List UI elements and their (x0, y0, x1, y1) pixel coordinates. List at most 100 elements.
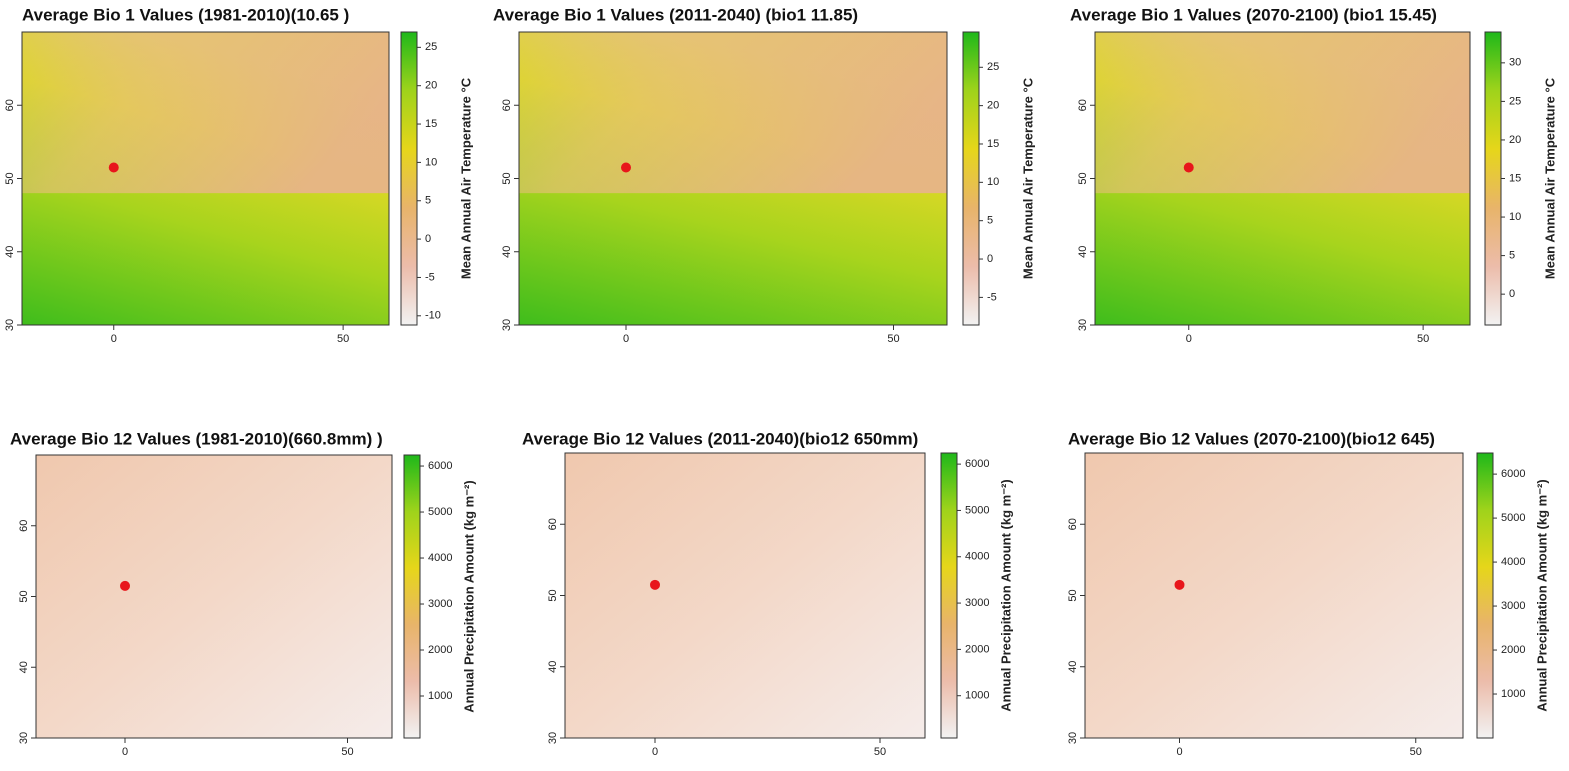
y-tick-label: 30 (4, 319, 16, 331)
y-tick-label: 60 (547, 518, 559, 530)
colorbar-tick-label: 10 (1509, 211, 1521, 223)
colorbar-tick-label: 15 (987, 138, 999, 150)
map-title: Average Bio 1 Values (2011-2040) (bio1 1… (493, 5, 858, 24)
map-title: Average Bio 1 Values (1981-2010)(10.65 ) (22, 5, 349, 24)
y-tick-label: 30 (18, 732, 30, 744)
y-tick-label: 50 (18, 590, 30, 602)
location-marker (120, 580, 130, 591)
location-marker (1183, 162, 1194, 173)
x-tick-label: 0 (122, 746, 128, 758)
map-panel: Average Bio 12 Values (1981-2010)(660.8m… (10, 429, 476, 757)
colorbar-tick-label: 5 (1509, 250, 1515, 262)
raster-overlay (22, 32, 389, 194)
y-tick-label: 50 (547, 589, 559, 601)
y-tick-label: 60 (501, 99, 513, 111)
x-tick-label: 50 (341, 746, 353, 758)
colorbar-label: Mean Annual Air Temperature °C (458, 77, 473, 279)
colorbar-tick-label: 0 (987, 253, 993, 265)
y-tick-label: 50 (501, 172, 513, 184)
colorbar-tick-label: 6000 (1501, 468, 1525, 480)
x-tick-label: 50 (1410, 746, 1422, 758)
map-panel: Average Bio 1 Values (2070-2100) (bio1 1… (1070, 5, 1557, 344)
y-tick-label: 60 (1067, 518, 1079, 530)
y-tick-label: 50 (1067, 589, 1079, 601)
y-tick-label: 30 (1077, 319, 1089, 331)
location-marker (650, 579, 660, 590)
colorbar-tick-label: 5000 (428, 506, 452, 518)
y-tick-label: 30 (547, 732, 559, 744)
map-panel: Average Bio 12 Values (2011-2040)(bio12 … (522, 429, 1013, 757)
colorbar-tick-label: -5 (987, 291, 997, 303)
x-tick-label: 50 (874, 746, 886, 758)
y-tick-label: 60 (18, 520, 30, 532)
x-tick-label: 0 (623, 333, 629, 345)
colorbar-tick-label: 10 (425, 156, 437, 168)
y-tick-label: 40 (18, 661, 30, 673)
y-tick-label: 40 (1077, 246, 1089, 258)
x-tick-label: 0 (652, 746, 658, 758)
colorbar-tick-label: 5000 (965, 504, 989, 516)
x-tick-label: 0 (1186, 333, 1192, 345)
colorbar-tick-label: 3000 (428, 598, 452, 610)
colorbar-tick-label: -10 (425, 310, 441, 322)
colorbar-tick-label: 3000 (965, 597, 989, 609)
colorbar (1476, 452, 1494, 739)
colorbar (962, 31, 980, 326)
raster-overlay (1095, 32, 1470, 194)
x-tick-label: 50 (887, 333, 899, 345)
colorbar-tick-label: -5 (425, 271, 435, 283)
colorbar-tick-label: 30 (1509, 57, 1521, 69)
colorbar (403, 454, 421, 739)
map-panel: Average Bio 12 Values (2070-2100)(bio12 … (1067, 429, 1550, 757)
colorbar-label: Annual Precipitation Amount (kg m⁻²) (1534, 479, 1549, 711)
colorbar-tick-label: 1000 (428, 690, 452, 702)
y-tick-label: 40 (501, 246, 513, 258)
colorbar (400, 31, 418, 326)
map-title: Average Bio 12 Values (2011-2040)(bio12 … (522, 429, 918, 448)
colorbar-tick-label: 1000 (965, 690, 989, 702)
colorbar-tick-label: 6000 (428, 460, 452, 472)
colorbar-tick-label: 15 (1509, 172, 1521, 184)
colorbar-tick-label: 5 (987, 215, 993, 227)
y-tick-label: 40 (547, 661, 559, 673)
colorbar-tick-label: 15 (425, 118, 437, 130)
colorbar-tick-label: 25 (425, 41, 437, 53)
colorbar-label: Mean Annual Air Temperature °C (1020, 77, 1035, 279)
y-tick-label: 60 (4, 99, 16, 111)
y-tick-label: 60 (1077, 99, 1089, 111)
map-title: Average Bio 12 Values (2070-2100)(bio12 … (1068, 429, 1435, 448)
y-tick-label: 40 (1067, 661, 1079, 673)
colorbar-tick-label: 20 (1509, 134, 1521, 146)
location-marker (108, 162, 119, 173)
y-tick-label: 30 (1067, 732, 1079, 744)
colorbar-tick-label: 2000 (428, 644, 452, 656)
colorbar-tick-label: 5 (425, 195, 431, 207)
raster (565, 453, 925, 738)
colorbar-tick-label: 25 (1509, 95, 1521, 107)
map-title: Average Bio 12 Values (1981-2010)(660.8m… (10, 429, 383, 448)
map-panel: Average Bio 1 Values (2011-2040) (bio1 1… (493, 5, 1035, 344)
x-tick-label: 0 (111, 333, 117, 345)
y-tick-label: 50 (1077, 172, 1089, 184)
colorbar-label: Mean Annual Air Temperature °C (1542, 77, 1557, 279)
colorbar-tick-label: 2000 (965, 643, 989, 655)
colorbar-tick-label: 20 (987, 100, 999, 112)
location-marker (621, 162, 631, 173)
colorbar-tick-label: 2000 (1501, 644, 1525, 656)
colorbar-tick-label: 1000 (1501, 688, 1525, 700)
colorbar-tick-label: 0 (425, 233, 431, 245)
map-title: Average Bio 1 Values (2070-2100) (bio1 1… (1070, 5, 1437, 24)
colorbar-tick-label: 6000 (965, 458, 989, 470)
colorbar-tick-label: 4000 (428, 552, 452, 564)
raster-overlay (519, 32, 947, 194)
x-tick-label: 50 (1417, 333, 1429, 345)
colorbar-tick-label: 4000 (965, 551, 989, 563)
location-marker (1174, 579, 1185, 590)
x-tick-label: 50 (337, 333, 349, 345)
colorbar-label: Annual Precipitation Amount (kg m⁻²) (998, 479, 1013, 711)
raster (1085, 453, 1463, 738)
y-tick-label: 30 (501, 319, 513, 331)
colorbar-tick-label: 20 (425, 80, 437, 92)
colorbar-tick-label: 5000 (1501, 512, 1525, 524)
